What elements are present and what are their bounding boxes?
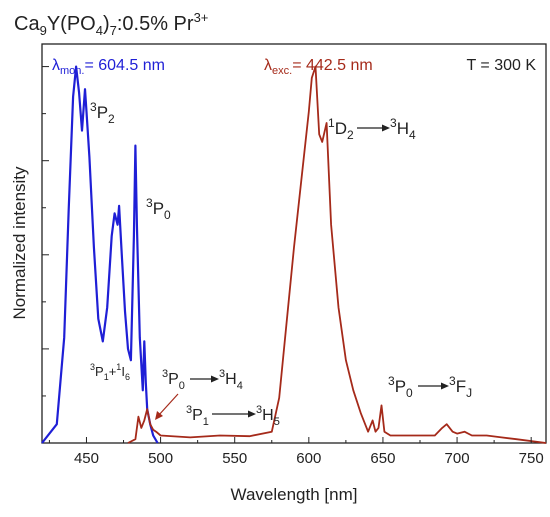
annotation-3p1-3h5-end: 3H5 bbox=[256, 404, 280, 428]
emission-series-line bbox=[127, 65, 547, 444]
x-axis-label: Wavelength [nm] bbox=[231, 485, 358, 504]
annotation-3p1-3h5-start: 3P1 bbox=[186, 404, 209, 428]
annotation-3p0-3fj-start: 3P0 bbox=[388, 374, 413, 400]
y-axis-label: Normalized intensity bbox=[10, 166, 29, 320]
annotation-3p0-3h4-start: 3P0 bbox=[162, 368, 185, 392]
chart-title: Ca9Y(PO4)7:0.5% Pr3+ bbox=[14, 10, 208, 38]
x-axis: 450 500 550 600 650 700 750 bbox=[48, 437, 544, 467]
annotation-1d2-3h4-start: 1D2 bbox=[328, 116, 354, 142]
annotation-3p0-3h4-arrowhead bbox=[211, 375, 219, 383]
annotation-3p1-3h5-arrowhead bbox=[248, 410, 256, 418]
annotation-1d2-3h4-arrowhead bbox=[382, 124, 390, 132]
x-tick-label: 550 bbox=[222, 450, 247, 467]
x-tick-label: 700 bbox=[445, 450, 470, 467]
annotation-3p2: 3P2 bbox=[90, 100, 115, 126]
y-axis bbox=[42, 66, 49, 397]
annotation-3p1-1i6: 3P1+1I6 bbox=[90, 362, 130, 382]
excitation-series-line bbox=[41, 65, 159, 444]
x-tick-label: 750 bbox=[519, 450, 544, 467]
x-tick-label: 650 bbox=[370, 450, 395, 467]
annotation-3p0: 3P0 bbox=[146, 196, 171, 222]
legend-emission: λexc.= 442.5 nm bbox=[264, 57, 373, 77]
x-tick-label: 600 bbox=[296, 450, 321, 467]
annotation-1d2-3h4-end: 3H4 bbox=[390, 116, 416, 142]
annotation-3p0-3fj-end: 3FJ bbox=[449, 374, 472, 400]
temperature-label: T = 300 K bbox=[466, 57, 536, 74]
pointer-3p0-3h4 bbox=[157, 393, 179, 417]
pointer-3p0-3h4-head bbox=[155, 411, 163, 420]
x-tick-label: 450 bbox=[74, 450, 99, 467]
annotation-3p0-3h4-end: 3H4 bbox=[219, 368, 243, 392]
annotation-3p0-3fj-arrowhead bbox=[441, 382, 449, 390]
legend-excitation: λmon.= 604.5 nm bbox=[52, 57, 165, 77]
plot-frame bbox=[41, 43, 547, 444]
x-tick-label: 500 bbox=[148, 450, 173, 467]
